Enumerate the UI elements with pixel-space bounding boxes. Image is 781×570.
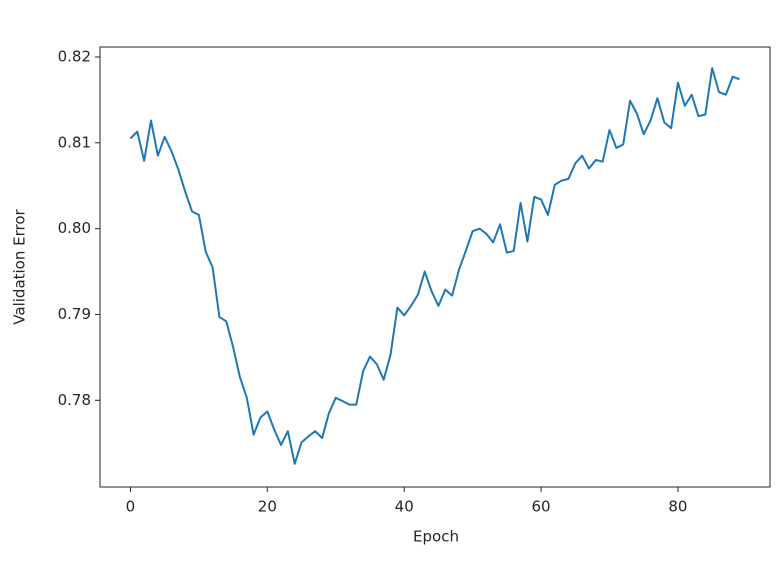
y-axis-label: Validation Error bbox=[11, 208, 29, 324]
y-tick-label: 0.81 bbox=[58, 133, 91, 151]
data-line bbox=[129, 67, 740, 465]
y-tick-label: 0.80 bbox=[58, 219, 91, 237]
x-tick-label: 80 bbox=[668, 498, 687, 516]
y-tick-label: 0.82 bbox=[58, 47, 91, 65]
plot-frame bbox=[99, 46, 771, 488]
x-tick-label: 60 bbox=[532, 498, 551, 516]
y-tick-label: 0.78 bbox=[58, 391, 91, 409]
x-axis-label: Epoch bbox=[413, 528, 459, 546]
x-tick-label: 40 bbox=[395, 498, 414, 516]
x-tick-label: 0 bbox=[126, 498, 136, 516]
x-tick-label: 20 bbox=[258, 498, 277, 516]
y-tick-label: 0.79 bbox=[58, 305, 91, 323]
